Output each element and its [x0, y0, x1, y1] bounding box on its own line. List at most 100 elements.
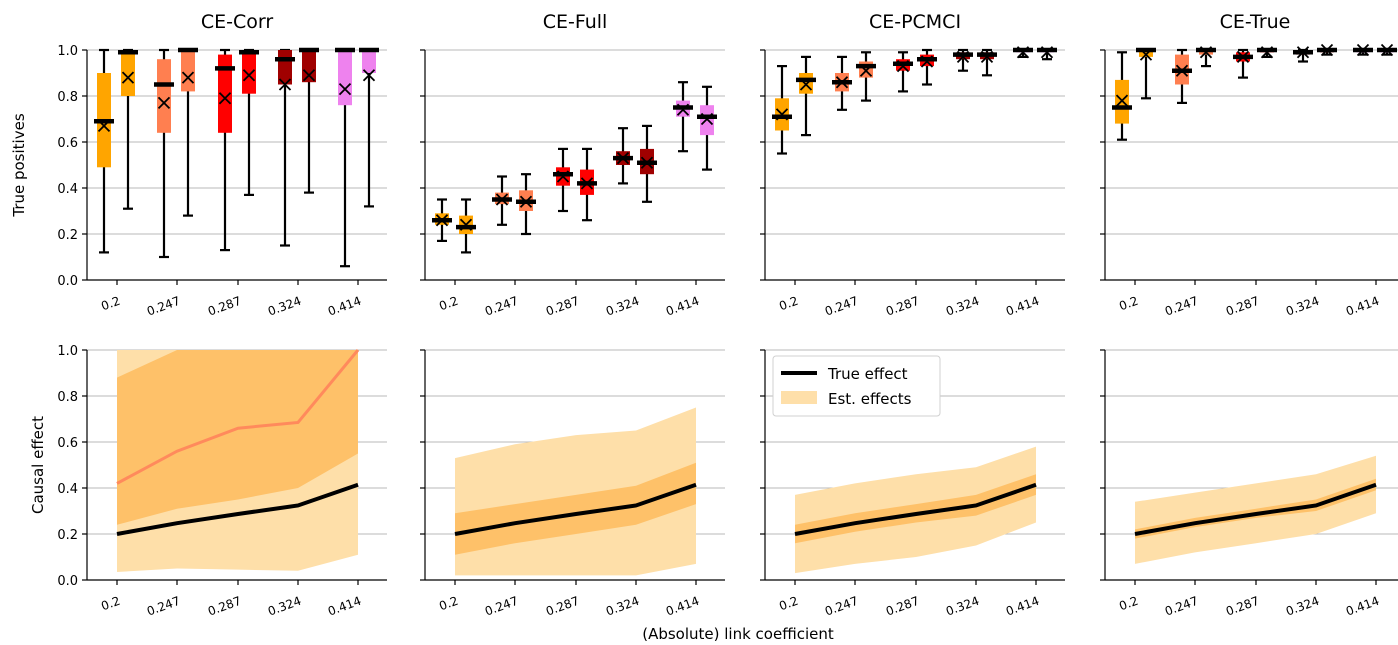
x-tick-label: 0.324	[604, 294, 641, 319]
mean-marker	[1115, 94, 1129, 107]
mean-marker	[181, 71, 195, 84]
x-tick-label: 0.414	[1004, 594, 1041, 619]
x-tick-label: 0.414	[1344, 594, 1381, 619]
y-tick-label: 0.2	[57, 228, 78, 243]
panel-title: CE-Full	[543, 11, 608, 33]
y-tick-label: 1.0	[57, 344, 78, 359]
x-tick-label: 0.287	[1224, 594, 1261, 619]
legend-label-true-effect: True effect	[827, 365, 908, 383]
y-tick-label: 1.0	[57, 44, 78, 59]
mean-marker	[1016, 46, 1030, 59]
x-tick-label: 0.414	[326, 594, 363, 619]
row-ylabel-causal-effect: Causal effect	[29, 416, 47, 514]
x-tick-label: 0.2	[1117, 294, 1140, 314]
box	[302, 50, 316, 83]
mean-marker	[459, 218, 473, 231]
box	[181, 50, 195, 92]
x-tick-label: 0.287	[544, 594, 581, 619]
y-tick-label: 0.2	[57, 528, 78, 543]
box	[157, 59, 171, 133]
inner-band	[117, 350, 358, 525]
legend-label-est-effects: Est. effects	[828, 390, 912, 408]
x-tick-label: 0.324	[604, 594, 641, 619]
mean-effect-line	[116, 349, 360, 485]
x-tick-label: 0.247	[823, 294, 860, 319]
mean-marker	[1139, 48, 1153, 61]
mean-marker	[799, 78, 813, 91]
panel-effect-2: 0.2 0.247 0.287 0.324 0.414	[420, 349, 725, 619]
box	[218, 54, 232, 133]
row-ylabel-true-positives: True positives	[10, 113, 28, 217]
mean-marker	[218, 92, 232, 105]
x-tick-label: 0.2	[99, 294, 122, 314]
x-tick-label: 0.324	[266, 594, 303, 619]
mean-marker	[920, 55, 934, 68]
mean-marker	[121, 71, 135, 84]
mean-marker	[362, 69, 376, 82]
mean-marker	[302, 69, 316, 82]
x-tick-label: 0.2	[437, 294, 460, 314]
y-tick-label: 0.4	[57, 182, 78, 197]
box	[242, 50, 256, 94]
box	[121, 50, 135, 96]
panel-title: CE-PCMCI	[869, 11, 961, 33]
panel-box-4: 0.2 0.247 0.287 0.324 0.414 CE-True	[1100, 11, 1398, 319]
mean-marker	[1380, 43, 1394, 57]
x-tick-label: 0.247	[483, 594, 520, 619]
x-tick-label: 0.247	[483, 294, 520, 319]
panel-box-2: 0.2 0.247 0.287 0.324 0.414 CE-Full	[420, 11, 725, 319]
y-tick-label: 0.8	[57, 390, 78, 405]
mean-marker	[775, 108, 789, 121]
mean-marker	[1296, 46, 1310, 59]
panel-effect-4: 0.2 0.247 0.287 0.324 0.414	[1100, 349, 1398, 619]
mean-marker	[859, 64, 873, 77]
x-tick-label: 0.247	[1163, 294, 1200, 319]
x-tick-label: 0.287	[884, 294, 921, 319]
mean-marker	[495, 193, 509, 206]
shared-xlabel: (Absolute) link coefficient	[642, 625, 834, 643]
x-tick-label: 0.324	[266, 294, 303, 319]
x-tick-label: 0.414	[1004, 294, 1041, 319]
inner-band	[455, 462, 696, 555]
x-tick-label: 0.287	[544, 294, 581, 319]
mean-marker	[519, 195, 533, 208]
x-tick-label: 0.247	[823, 594, 860, 619]
x-tick-label: 0.324	[1284, 594, 1321, 619]
x-tick-label: 0.2	[99, 594, 122, 614]
panel-effect-3: 0.2 0.247 0.287 0.324 0.414 True effect Est. e…	[760, 349, 1065, 619]
x-tick-label: 0.2	[437, 594, 460, 614]
x-tick-label: 0.414	[326, 294, 363, 319]
mean-marker	[435, 214, 449, 227]
y-tick-label: 0.0	[57, 274, 78, 289]
mean-marker	[1320, 43, 1334, 57]
x-tick-label: 0.287	[884, 594, 921, 619]
panel-title: CE-Corr	[201, 11, 273, 33]
mean-marker	[580, 177, 594, 190]
x-tick-label: 0.324	[944, 294, 981, 319]
panel-title: CE-True	[1220, 11, 1291, 33]
panel-effect-1: 0.0 0.2 0.4 0.6 0.8 1.0 0.2 0.247 0.287 0.324 0.41…	[57, 344, 387, 619]
y-tick-label: 0.6	[57, 136, 78, 151]
box	[362, 50, 376, 73]
x-tick-label: 0.2	[777, 294, 800, 314]
y-tick-label: 0.0	[57, 574, 78, 589]
mean-marker	[835, 76, 849, 89]
inner-band	[795, 474, 1036, 544]
mean-marker	[896, 59, 910, 73]
x-tick-label: 0.2	[1117, 594, 1140, 614]
panel-box-1: 0.0 0.2 0.4 0.6 0.8 1.0 0.2 0.247 0.287 0.324 0.41…	[57, 11, 387, 319]
mean-marker	[1236, 50, 1250, 64]
x-tick-label: 0.414	[664, 594, 701, 619]
y-tick-label: 0.4	[57, 482, 78, 497]
x-tick-label: 0.324	[1284, 294, 1321, 319]
mean-marker	[1040, 46, 1054, 59]
mean-marker	[278, 78, 292, 91]
mean-marker	[700, 112, 714, 126]
x-tick-label: 0.287	[206, 594, 243, 619]
true-effect-line	[116, 482, 359, 536]
true-effect-line	[794, 482, 1037, 536]
mean-marker	[556, 170, 570, 183]
x-tick-label: 0.2	[777, 594, 800, 614]
x-tick-label: 0.247	[1163, 594, 1200, 619]
